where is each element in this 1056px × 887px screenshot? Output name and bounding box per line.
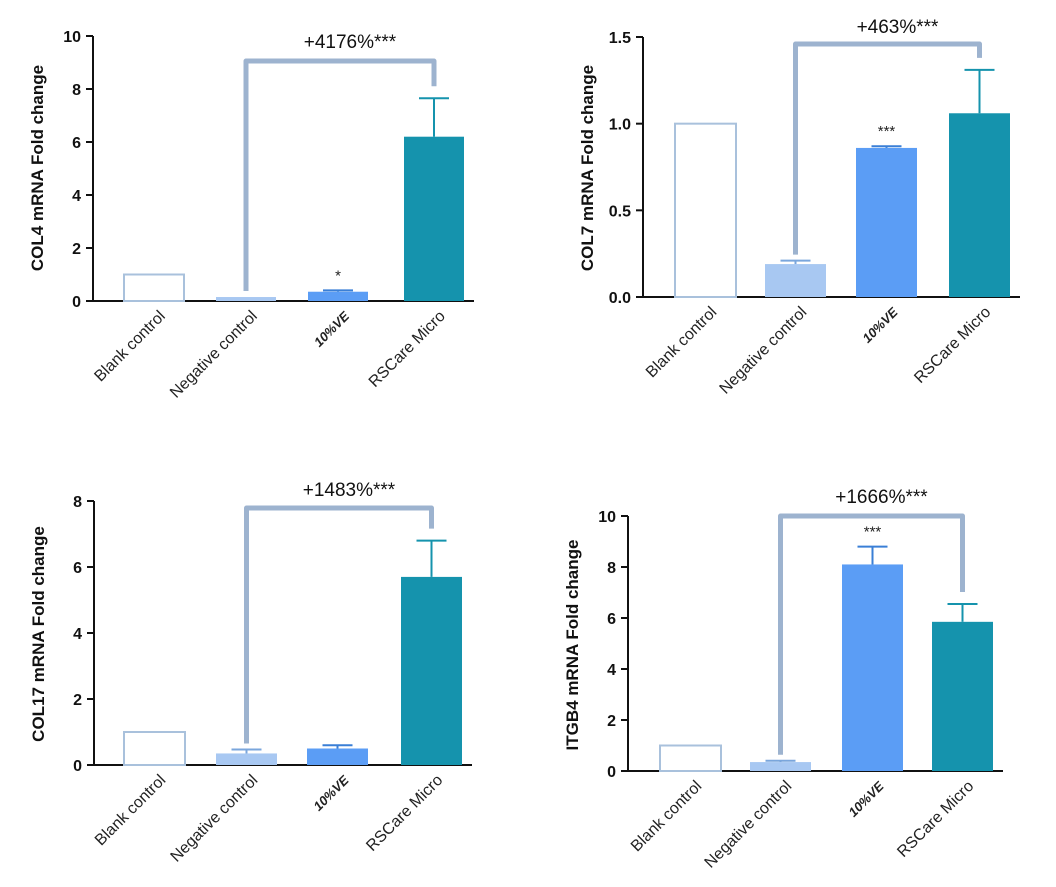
- y-tick-label: 6: [73, 560, 82, 577]
- y-axis-title: COL4 mRNA Fold change: [28, 65, 47, 271]
- bar-significance: *: [335, 267, 341, 284]
- bar-10-ve: [308, 291, 368, 301]
- chart-col4: 0 2 4 6 8 10 COL4 mRNA Fold change Blank contro…: [28, 29, 474, 402]
- y-tick-label: 6: [607, 611, 616, 628]
- comparison-bracket: [793, 41, 982, 255]
- x-tick-label: Blank control: [92, 772, 169, 849]
- bar-negative-control: [750, 762, 811, 771]
- comparison-bracket: [243, 58, 437, 292]
- x-tick-label: 10%VE: [311, 308, 353, 350]
- x-tick-label: RSCare Micro: [366, 308, 449, 391]
- bar-blank-control: [659, 744, 722, 772]
- x-tick-label: 10%VE: [859, 304, 901, 346]
- y-tick-label: 8: [72, 82, 81, 99]
- y-tick-label: 1.0: [609, 117, 631, 134]
- y-tick-label: 1.5: [609, 30, 631, 47]
- comparison-bracket: [244, 505, 434, 744]
- bar-blank-control: [123, 273, 185, 302]
- y-axis-title: ITGB4 mRNA Fold change: [563, 540, 582, 751]
- bar-10-ve: [842, 564, 903, 771]
- y-tick-label: 2: [607, 713, 616, 730]
- comparison-label: +4176%***: [304, 32, 397, 53]
- y-tick-label: 8: [607, 560, 616, 577]
- y-axis-title: COL17 mRNA Fold change: [29, 526, 48, 742]
- chart-col17: 0 2 4 6 8 COL17 mRNA Fold change Blank control…: [29, 480, 472, 866]
- comparison-label: +1666%***: [835, 487, 928, 508]
- x-tick-label: Blank control: [91, 308, 168, 385]
- y-tick-label: 4: [73, 626, 82, 643]
- y-tick-label: 0.0: [609, 290, 631, 307]
- x-tick-label: RSCare Micro: [894, 778, 977, 861]
- bar-10-ve: [307, 748, 368, 765]
- bar-negative-control: [216, 297, 276, 301]
- y-tick-label: 0: [72, 294, 81, 311]
- y-tick-label: 2: [72, 241, 81, 258]
- comparison-label: +463%***: [857, 17, 939, 38]
- bar-negative-control: [216, 753, 277, 765]
- x-tick-label: RSCare Micro: [363, 772, 446, 855]
- bar-rscare-micro: [949, 113, 1010, 298]
- y-tick-label: 4: [72, 188, 81, 205]
- bar-rscare-micro: [401, 576, 462, 765]
- y-tick-label: 10: [63, 29, 81, 46]
- x-tick-label: Negative control: [168, 772, 262, 866]
- comparison-bracket: [778, 513, 965, 755]
- x-tick-label: 10%VE: [310, 772, 352, 814]
- chart-itgb4: 0 2 4 6 8 10 ITGB4 mRNA Fold change Blank contr…: [563, 487, 1003, 872]
- y-tick-label: 6: [72, 135, 81, 152]
- bar-significance: ***: [878, 123, 896, 140]
- y-tick-label: 10: [598, 509, 616, 526]
- x-tick-label: 10%VE: [845, 778, 887, 820]
- bar-significance: ***: [864, 524, 882, 541]
- bar-blank-control: [123, 731, 186, 766]
- y-tick-label: 4: [607, 662, 616, 679]
- x-tick-label: Negative control: [167, 308, 261, 402]
- y-tick-label: 8: [73, 494, 82, 511]
- y-tick-label: 0: [73, 758, 82, 775]
- y-axis-title: COL7 mRNA Fold change: [578, 65, 597, 271]
- x-tick-label: Blank control: [643, 304, 720, 381]
- y-tick-label: 0.5: [609, 203, 631, 220]
- comparison-label: +1483%***: [303, 480, 396, 501]
- y-tick-label: 2: [73, 692, 82, 709]
- bar-10-ve: [856, 147, 917, 297]
- y-tick-label: 0: [607, 764, 616, 781]
- bar-negative-control: [765, 264, 826, 297]
- x-tick-label: RSCare Micro: [911, 304, 994, 387]
- bar-blank-control: [674, 122, 737, 298]
- x-tick-label: Blank control: [628, 778, 705, 855]
- bar-rscare-micro: [932, 621, 993, 771]
- bar-rscare-micro: [404, 136, 464, 301]
- x-tick-label: Negative control: [717, 304, 811, 398]
- x-tick-label: Negative control: [702, 778, 796, 872]
- chart-col7: 0.0 0.5 1.0 1.5 COL7 mRNA Fold change Blank c…: [578, 17, 1020, 398]
